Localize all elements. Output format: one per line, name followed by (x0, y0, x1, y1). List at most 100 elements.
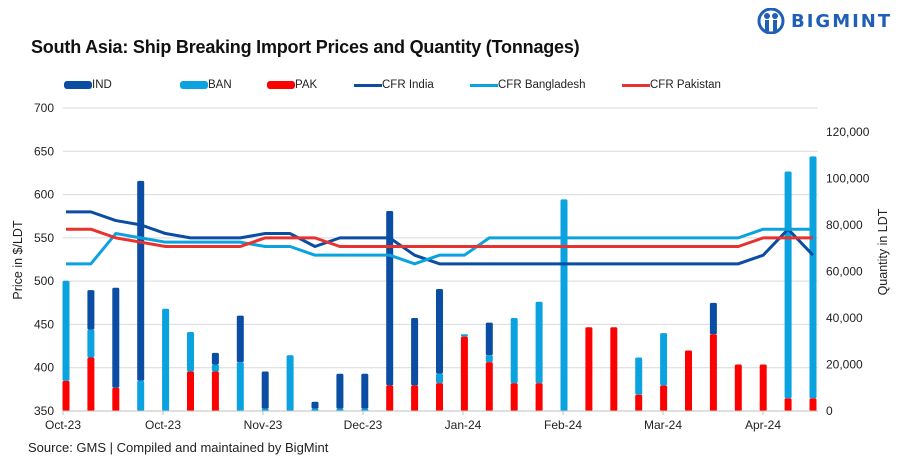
bar-ban (361, 408, 369, 411)
x-tick-label: Jan-24 (445, 418, 482, 432)
bar-pak (535, 383, 543, 411)
legend-swatch-cfr-bangladesh (470, 83, 498, 87)
bar-pak (585, 327, 593, 411)
bar-ban (336, 408, 344, 411)
bar-ban (261, 408, 269, 411)
bar-pak (660, 385, 668, 411)
bar-pak (610, 327, 618, 411)
bar-pak (759, 364, 767, 411)
bar-pak (211, 371, 219, 411)
x-tick-label: Apr-24 (745, 418, 781, 432)
x-tick-label: Oct-23 (145, 418, 181, 432)
bar-ban (137, 380, 145, 411)
bar-ban (162, 308, 170, 411)
bar-ban (436, 373, 443, 384)
y2-tick-label: 20,000 (826, 358, 863, 372)
bar-pak (411, 385, 419, 411)
y-tick-label: 500 (34, 274, 54, 288)
bar-pak (460, 336, 468, 411)
bigmint-logo: BIGMINT (757, 8, 892, 34)
bar-pak (734, 364, 742, 411)
y2-tick-label: 120,000 (826, 125, 870, 139)
bar-ind (261, 371, 269, 409)
bar-ban (809, 156, 817, 399)
bar-pak (112, 387, 120, 411)
x-tick-label: Oct-23 (45, 418, 81, 432)
bar-ban (211, 364, 219, 372)
legend-label-cfr-india: CFR India (382, 79, 434, 91)
bar-ban (784, 171, 792, 399)
bar-ban (187, 331, 194, 372)
bar-ind (436, 288, 443, 374)
bar-ind (236, 315, 244, 363)
legend-label-pak: PAK (295, 79, 318, 91)
legend-item-cfr-india[interactable]: CFR India (354, 79, 470, 91)
bar-series (62, 156, 817, 411)
y-tick-label: 450 (34, 317, 54, 331)
y-tick-label: 400 (34, 361, 54, 375)
source-note: Source: GMS | Compiled and maintained by… (28, 440, 329, 455)
legend-swatch-cfr-pakistan (622, 83, 650, 87)
bar-ban (62, 280, 70, 381)
legend-item-ban[interactable]: BAN (180, 79, 267, 91)
line-series (66, 210, 815, 266)
bar-ban (560, 199, 568, 411)
bar-ind (87, 290, 95, 330)
bar-ind (311, 401, 319, 409)
y2-tick-label: 40,000 (826, 311, 863, 325)
bar-ban (535, 301, 543, 384)
bar-pak (436, 383, 443, 411)
bar-ban (510, 318, 518, 384)
line-cfr-bangladesh (66, 227, 813, 266)
bar-pak (784, 398, 792, 411)
legend-label-ban: BAN (208, 79, 232, 91)
bar-ban (236, 362, 244, 411)
legend-item-pak[interactable]: PAK (267, 79, 354, 91)
bar-ban (286, 355, 294, 411)
bar-ban (87, 329, 95, 358)
bar-ind (709, 302, 717, 335)
legend-label-cfr-bangladesh: CFR Bangladesh (498, 79, 586, 91)
legend-swatch-ban (180, 81, 208, 89)
legend-item-cfr-pakistan[interactable]: CFR Pakistan (622, 79, 721, 91)
bar-ind (336, 373, 344, 409)
bar-ind (137, 180, 145, 381)
bar-pak (685, 350, 692, 411)
chart-legend: IND BAN PAK CFR India CFR Bangladesh CFR… (64, 79, 721, 91)
logo-text: BIGMINT (791, 10, 893, 32)
legend-swatch-cfr-india (354, 83, 382, 87)
bar-ban (660, 333, 668, 386)
y-axis-label: Price in $/LDT (11, 220, 25, 300)
axes: 350 400 450 500 550 600 650 700 0 20,000 40,000 60,… (34, 101, 870, 432)
y2-tick-label: 0 (826, 404, 833, 418)
y2-tick-label: 80,000 (826, 218, 863, 232)
bar-ind (361, 373, 369, 409)
bar-pak (510, 383, 518, 411)
y-tick-label: 600 (34, 188, 54, 202)
bar-pak (809, 398, 817, 411)
y-tick-label: 550 (34, 231, 54, 245)
bigmint-logo-icon (757, 8, 785, 34)
x-tick-label: Nov-23 (244, 418, 283, 432)
y2-tick-label: 60,000 (826, 265, 863, 279)
bar-ind (112, 287, 120, 388)
bar-ban (485, 355, 493, 363)
y2-axis-label: Quantity in LDT (876, 208, 890, 295)
bar-pak (485, 362, 493, 411)
line-cfr-pakistan (66, 227, 813, 249)
legend-item-cfr-bangladesh[interactable]: CFR Bangladesh (470, 79, 622, 91)
bar-pak (187, 371, 194, 411)
legend-item-ind[interactable]: IND (64, 79, 180, 91)
bar-ind (211, 352, 219, 365)
legend-swatch-ind (64, 81, 92, 89)
bar-ban (311, 408, 319, 411)
bar-ban (460, 334, 468, 337)
bar-pak (87, 357, 95, 411)
bar-ind (411, 318, 419, 386)
y-tick-label: 350 (34, 404, 54, 418)
line-cfr-india (66, 210, 815, 266)
bar-pak (635, 394, 643, 411)
x-tick-label: Dec-23 (344, 418, 383, 432)
chart-title: South Asia: Ship Breaking Import Prices … (31, 37, 580, 57)
